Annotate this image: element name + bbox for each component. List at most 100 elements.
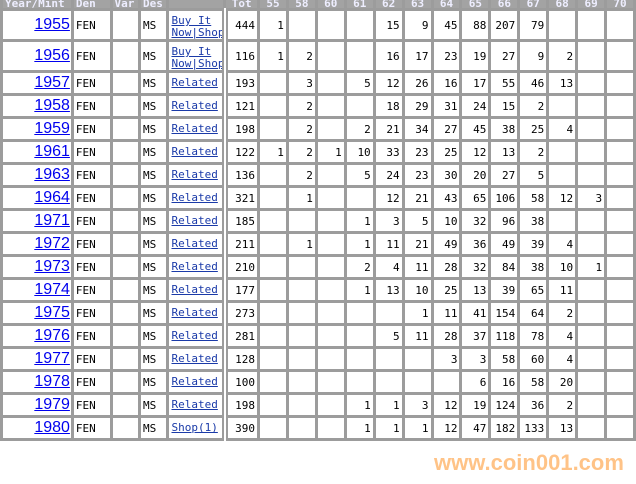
grade-count-cell: 58 bbox=[517, 185, 550, 211]
grade-count-cell bbox=[401, 346, 434, 372]
year-link[interactable]: 1959 bbox=[34, 120, 70, 138]
year-link[interactable]: 1977 bbox=[34, 350, 70, 368]
var-cell bbox=[109, 231, 142, 257]
shop-link[interactable]: Related bbox=[171, 375, 218, 388]
grade-count-cell bbox=[314, 254, 347, 280]
grade-count-cell bbox=[575, 208, 608, 234]
year-link[interactable]: 1971 bbox=[34, 212, 70, 230]
grade-count-cell: 41 bbox=[459, 300, 492, 326]
grade-count-cell: 16 bbox=[488, 369, 521, 395]
column-header: 63 bbox=[401, 0, 434, 11]
year-link[interactable]: 1972 bbox=[34, 235, 70, 253]
grade-count-cell bbox=[285, 8, 318, 42]
year-link[interactable]: 1980 bbox=[34, 419, 70, 437]
grade-count-cell: 38 bbox=[517, 208, 550, 234]
den-cell: FEN bbox=[70, 231, 113, 257]
year-link[interactable]: 1955 bbox=[34, 16, 70, 33]
grade-count-cell: 78 bbox=[517, 323, 550, 349]
grade-count-cell bbox=[343, 369, 376, 395]
grade-count-cell: 84 bbox=[488, 254, 521, 280]
table-row: 1971 FEN MS Related 185 1 3 5 10 32 96 38 bbox=[0, 208, 636, 234]
grade-count-cell bbox=[604, 70, 636, 96]
link-cell: Related bbox=[166, 277, 227, 303]
shop-link[interactable]: Shop(1) bbox=[171, 421, 218, 434]
grade-count-cell bbox=[604, 162, 636, 188]
shop-link[interactable]: Related bbox=[171, 352, 218, 365]
shop-link[interactable]: Related bbox=[171, 283, 218, 296]
shop-link[interactable]: Related bbox=[171, 260, 218, 273]
grade-count-cell bbox=[604, 116, 636, 142]
grade-count-cell bbox=[314, 300, 347, 326]
link-cell: Related bbox=[166, 300, 227, 326]
shop-link[interactable]: Buy It Now|Shop bbox=[171, 45, 225, 70]
link-cell: Buy It Now|Shop bbox=[166, 39, 227, 73]
table-row: 1957 FEN MS Related 193 3 5 12 26 16 17 55 46 13 bbox=[0, 70, 636, 96]
table-row: 1974 FEN MS Related 177 1 13 10 25 13 39 65 11 bbox=[0, 277, 636, 303]
grade-count-cell bbox=[575, 8, 608, 42]
year-link[interactable]: 1978 bbox=[34, 373, 70, 391]
column-header: Tot bbox=[223, 0, 260, 11]
grade-count-cell bbox=[604, 300, 636, 326]
total-cell: 122 bbox=[221, 139, 260, 165]
shop-link[interactable]: Buy It Now|Shop bbox=[171, 14, 225, 39]
year-link[interactable]: 1974 bbox=[34, 281, 70, 299]
year-link[interactable]: 1975 bbox=[34, 304, 70, 322]
grade-count-cell bbox=[401, 369, 434, 395]
year-link[interactable]: 1979 bbox=[34, 396, 70, 414]
year-link[interactable]: 1964 bbox=[34, 189, 70, 207]
grade-count-cell bbox=[343, 185, 376, 211]
var-cell bbox=[109, 70, 142, 96]
grade-count-cell: 43 bbox=[430, 185, 463, 211]
den-cell: FEN bbox=[70, 208, 113, 234]
shop-link[interactable]: Related bbox=[171, 99, 218, 112]
grade-count-cell: 10 bbox=[401, 277, 434, 303]
year-cell: 1972 bbox=[0, 231, 74, 257]
var-cell bbox=[109, 93, 142, 119]
grade-count-cell: 49 bbox=[430, 231, 463, 257]
des-cell: MS bbox=[137, 139, 170, 165]
shop-link[interactable]: Related bbox=[171, 145, 218, 158]
grade-count-cell bbox=[604, 392, 636, 418]
grade-count-cell bbox=[257, 231, 289, 257]
shop-link[interactable]: Related bbox=[171, 306, 218, 319]
grade-count-cell bbox=[604, 8, 636, 42]
grade-count-cell bbox=[285, 415, 318, 441]
grade-count-cell bbox=[257, 254, 289, 280]
shop-link[interactable]: Related bbox=[171, 329, 218, 342]
year-link[interactable]: 1958 bbox=[34, 97, 70, 115]
shop-link[interactable]: Related bbox=[171, 191, 218, 204]
shop-link[interactable]: Related bbox=[171, 168, 218, 181]
year-cell: 1964 bbox=[0, 185, 74, 211]
link-cell: Related bbox=[166, 208, 227, 234]
grade-count-cell: 12 bbox=[430, 392, 463, 418]
shop-link[interactable]: Related bbox=[171, 214, 218, 227]
population-table: Year/Mint Den Var Des Tot 55 58 60 61 62 63 64 65 66 6… bbox=[0, 0, 636, 441]
grade-count-cell: 45 bbox=[459, 116, 492, 142]
grade-count-cell bbox=[575, 415, 608, 441]
year-cell: 1956 bbox=[0, 39, 74, 73]
shop-link[interactable]: Related bbox=[171, 398, 218, 411]
table-row: 1959 FEN MS Related 198 2 2 21 34 27 45 38 25 4 bbox=[0, 116, 636, 142]
year-link[interactable]: 1961 bbox=[34, 143, 70, 161]
grade-count-cell: 16 bbox=[430, 70, 463, 96]
grade-count-cell bbox=[285, 392, 318, 418]
des-cell: MS bbox=[137, 231, 170, 257]
grade-count-cell bbox=[604, 323, 636, 349]
table-row: 1961 FEN MS Related 122 1 2 1 10 33 23 25 12 13 2 bbox=[0, 139, 636, 165]
var-cell bbox=[109, 39, 142, 73]
shop-link[interactable]: Related bbox=[171, 122, 218, 135]
column-header: Var bbox=[109, 0, 142, 11]
year-link[interactable]: 1957 bbox=[34, 74, 70, 92]
year-link[interactable]: 1963 bbox=[34, 166, 70, 184]
grade-count-cell bbox=[604, 254, 636, 280]
table-row: 1964 FEN MS Related 321 1 12 21 43 65 106 58 12 3 bbox=[0, 185, 636, 211]
des-cell: MS bbox=[137, 346, 170, 372]
year-link[interactable]: 1956 bbox=[34, 47, 70, 64]
year-link[interactable]: 1976 bbox=[34, 327, 70, 345]
grade-count-cell: 46 bbox=[517, 70, 550, 96]
grade-count-cell: 27 bbox=[488, 162, 521, 188]
year-link[interactable]: 1973 bbox=[34, 258, 70, 276]
shop-link[interactable]: Related bbox=[171, 237, 218, 250]
shop-link[interactable]: Related bbox=[171, 76, 218, 89]
grade-count-cell: 1 bbox=[575, 254, 608, 280]
